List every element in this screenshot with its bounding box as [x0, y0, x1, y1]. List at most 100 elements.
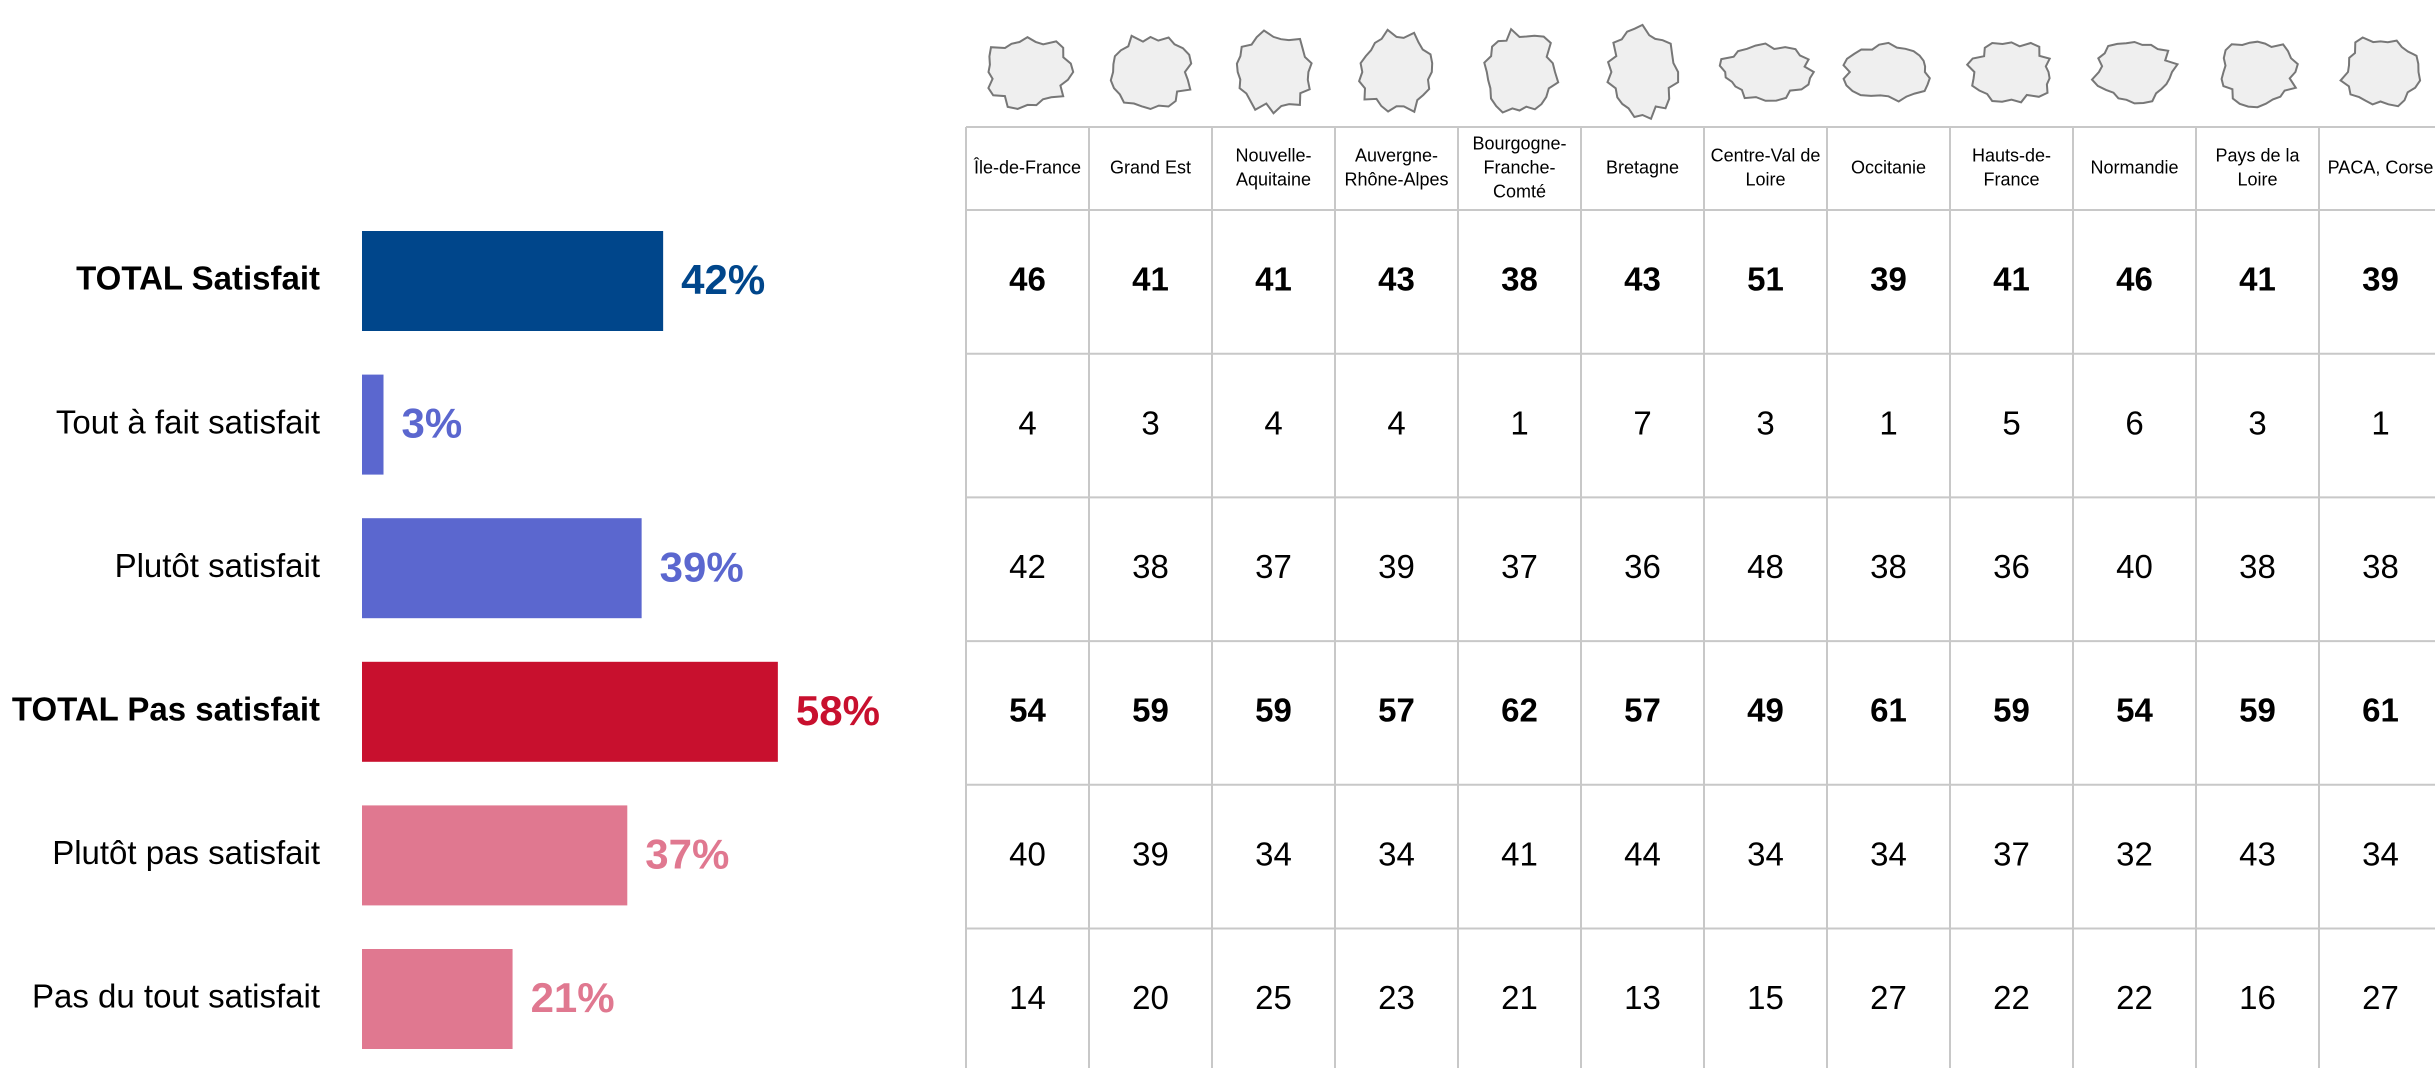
value-label: 42%: [681, 256, 765, 303]
table-cell: 4: [1264, 404, 1282, 441]
header-line: Loire: [2237, 169, 2277, 189]
table-cell: 43: [1624, 261, 1661, 298]
table-cell: 4: [1387, 404, 1405, 441]
column-header: PACA, Corse: [2328, 157, 2434, 177]
region-map: [1483, 27, 1560, 114]
region-map: [1842, 41, 1931, 103]
table-cell: 59: [2239, 692, 2276, 729]
table-cell: 43: [2239, 835, 2276, 872]
table-cell: 39: [1132, 835, 1169, 872]
table-cell: 62: [1501, 692, 1538, 729]
table-cell: 23: [1378, 979, 1415, 1016]
table-cell: 7: [1633, 404, 1651, 441]
table-cell: 46: [2116, 261, 2153, 298]
table-cell: 46: [1009, 261, 1046, 298]
header-line: Rhône-Alpes: [1344, 169, 1448, 189]
header-line: Centre-Val de: [1711, 145, 1821, 165]
table-cell: 40: [1009, 835, 1046, 872]
table-cell: 36: [1624, 548, 1661, 585]
table-cell: 25: [1255, 979, 1292, 1016]
header-line: Pays de la: [2215, 145, 2300, 165]
table-cell: 34: [1747, 835, 1784, 872]
column-header: Auvergne- Rhône-Alpes: [1344, 145, 1448, 189]
category-label: Plutôt satisfait: [115, 547, 320, 584]
value-label: 58%: [796, 687, 880, 734]
table-cell: 41: [1501, 835, 1538, 872]
table-cell: 34: [1255, 835, 1292, 872]
category-label: TOTAL Pas satisfait: [12, 691, 320, 728]
table-cell: 38: [1132, 548, 1169, 585]
table-cell: 1: [1879, 404, 1897, 441]
value-label: 39%: [660, 543, 744, 590]
region-map: [1718, 42, 1816, 102]
value-label: 37%: [645, 830, 729, 877]
table-cell: 15: [1747, 979, 1784, 1016]
column-header: Nouvelle- Aquitaine: [1235, 145, 1311, 189]
category-label: TOTAL Satisfait: [76, 260, 320, 297]
table-cell: 21: [1501, 979, 1538, 1016]
column-header: Hauts-de- France: [1972, 145, 2051, 189]
header-line: Loire: [1745, 169, 1785, 189]
table-cell: 59: [1255, 692, 1292, 729]
table-cell: 36: [1993, 548, 2030, 585]
table-cell: 3: [1141, 404, 1159, 441]
table-cell: 3: [2248, 404, 2266, 441]
category-label: Tout à fait satisfait: [56, 403, 320, 440]
column-header: Normandie: [2090, 157, 2178, 177]
table-cell: 43: [1378, 261, 1415, 298]
table-cell: 54: [2116, 692, 2153, 729]
header-line: Aquitaine: [1236, 169, 1311, 189]
header-line: Comté: [1493, 181, 1546, 201]
column-header: Île-de-France: [973, 157, 1081, 177]
table-cell: 54: [1009, 692, 1046, 729]
header-line: Auvergne-: [1355, 145, 1438, 165]
table-cell: 39: [1378, 548, 1415, 585]
region-map: [2220, 40, 2299, 109]
column-header: Centre-Val de Loire: [1711, 145, 1821, 189]
table-cell: 16: [2239, 979, 2276, 1016]
table-cell: 41: [1132, 261, 1169, 298]
column-header: Occitanie: [1851, 157, 1926, 177]
region-map: [2339, 36, 2422, 108]
header-line: Franche-: [1483, 157, 1555, 177]
table-cell: 32: [2116, 835, 2153, 872]
bar: [362, 805, 628, 906]
region-map: [1606, 23, 1680, 121]
table-cell: 27: [1870, 979, 1907, 1016]
table-cell: 1: [2371, 404, 2389, 441]
column-header: Grand Est: [1110, 157, 1191, 177]
bar: [362, 374, 384, 475]
bar: [362, 518, 642, 619]
column-header: Bourgogne- Franche- Comté: [1472, 133, 1566, 201]
table-cell: 41: [1993, 261, 2030, 298]
table-cell: 48: [1747, 548, 1784, 585]
header-line: Nouvelle-: [1235, 145, 1311, 165]
table-cell: 13: [1624, 979, 1661, 1016]
table-cell: 34: [1870, 835, 1907, 872]
category-label: Pas du tout satisfait: [32, 978, 320, 1015]
table-cell: 4: [1018, 404, 1036, 441]
column-header: Pays de la Loire: [2215, 145, 2300, 189]
table-cell: 20: [1132, 979, 1169, 1016]
table-cell: 39: [1870, 261, 1907, 298]
category-label: Plutôt pas satisfait: [52, 834, 320, 871]
table-cell: 37: [1501, 548, 1538, 585]
table-cell: 34: [1378, 835, 1415, 872]
table-cell: 41: [2239, 261, 2276, 298]
table-cell: 22: [2116, 979, 2153, 1016]
region-map: [1965, 41, 2052, 104]
table-cell: 57: [1624, 692, 1661, 729]
table-cell: 37: [1993, 835, 2030, 872]
table-cell: 39: [2362, 261, 2399, 298]
table-cell: 38: [1870, 548, 1907, 585]
table-cell: 14: [1009, 979, 1046, 1016]
table-cell: 57: [1378, 692, 1415, 729]
table-cell: 1: [1510, 404, 1528, 441]
table-cell: 61: [2362, 692, 2399, 729]
table-cell: 61: [1870, 692, 1907, 729]
region-map: [2090, 40, 2180, 105]
table-cell: 38: [2362, 548, 2399, 585]
header-line: Bourgogne-: [1472, 133, 1566, 153]
